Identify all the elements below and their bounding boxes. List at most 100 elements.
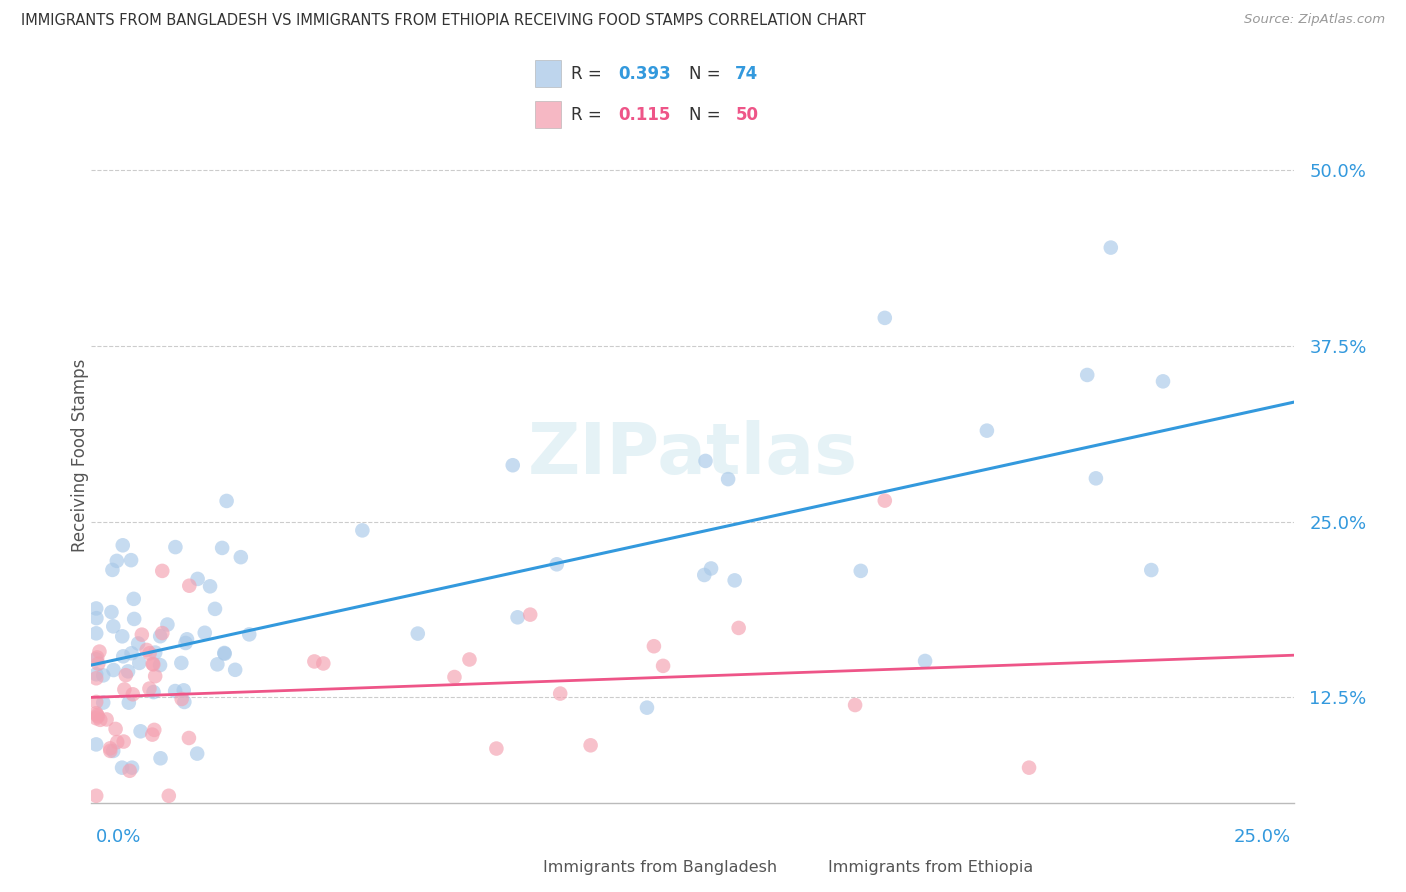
Point (173, 695, 195, 709)
Point (111, 761, 134, 775)
Text: R =: R = (571, 65, 607, 83)
Point (579, 739, 602, 753)
Point (84, 601, 107, 615)
Point (312, 657, 335, 671)
Point (112, 649, 135, 664)
Point (548, 687, 571, 701)
Point (114, 668, 136, 682)
Point (174, 636, 197, 650)
Point (194, 625, 217, 640)
Point (150, 626, 173, 640)
Point (695, 454, 717, 468)
Point (173, 683, 195, 698)
Point (100, 605, 122, 619)
Point (105, 735, 128, 749)
Point (104, 722, 127, 736)
Text: 0.115: 0.115 (619, 105, 671, 123)
Point (89, 644, 111, 658)
Point (138, 681, 160, 696)
Point (84, 738, 107, 752)
Point (506, 610, 529, 624)
Text: Immigrants from Ethiopia: Immigrants from Ethiopia (828, 861, 1033, 875)
Text: Immigrants from Bangladesh: Immigrants from Bangladesh (543, 861, 778, 875)
Point (546, 558, 568, 572)
Point (652, 658, 675, 673)
Point (135, 643, 157, 657)
Point (84, 667, 107, 681)
Point (176, 632, 198, 647)
Point (849, 564, 872, 578)
Point (143, 723, 166, 737)
Point (122, 591, 145, 606)
Text: R =: R = (571, 105, 607, 123)
Text: 50: 50 (735, 105, 758, 123)
Point (121, 761, 143, 775)
Point (186, 747, 208, 761)
Point (215, 494, 238, 508)
Point (211, 541, 233, 555)
Point (84, 789, 107, 803)
Point (117, 665, 139, 679)
Point (127, 636, 149, 650)
Point (519, 607, 541, 622)
Point (142, 685, 165, 699)
Point (238, 627, 260, 641)
Point (149, 658, 172, 673)
Point (87, 709, 110, 723)
Point (118, 696, 141, 710)
Point (111, 629, 134, 643)
Point (96, 713, 118, 727)
Point (86, 708, 108, 723)
Point (91, 696, 114, 710)
Point (643, 639, 665, 653)
Point (121, 646, 143, 660)
Point (727, 621, 749, 635)
Point (873, 493, 896, 508)
Point (214, 647, 236, 661)
Point (84, 671, 107, 685)
Text: 0.393: 0.393 (619, 65, 671, 83)
Point (131, 628, 153, 642)
Point (87, 657, 110, 671)
Text: 74: 74 (735, 65, 759, 83)
Point (84, 626, 107, 640)
Point (1076, 368, 1098, 382)
Point (128, 656, 150, 670)
Point (129, 724, 152, 739)
Point (229, 550, 252, 565)
Point (485, 741, 508, 756)
Point (976, 424, 998, 438)
Point (204, 602, 226, 616)
Point (844, 698, 866, 712)
Bar (536, 101, 561, 128)
Point (1018, 761, 1040, 775)
Point (143, 646, 166, 660)
Point (170, 692, 193, 706)
Point (149, 629, 172, 643)
Point (700, 561, 723, 575)
Point (156, 617, 179, 632)
Point (458, 652, 481, 666)
Text: Source: ZipAtlas.com: Source: ZipAtlas.com (1244, 13, 1385, 27)
Point (89, 713, 111, 727)
Point (693, 568, 716, 582)
Point (101, 563, 124, 577)
Point (142, 657, 165, 671)
Point (1152, 375, 1174, 389)
Point (86, 611, 108, 625)
Text: N =: N = (689, 105, 725, 123)
Point (138, 646, 160, 660)
Text: IMMIGRANTS FROM BANGLADESH VS IMMIGRANTS FROM ETHIOPIA RECEIVING FOOD STAMPS COR: IMMIGRANTS FROM BANGLADESH VS IMMIGRANTS… (21, 13, 866, 29)
Point (98, 741, 121, 756)
Point (1084, 471, 1107, 485)
Point (443, 670, 465, 684)
Point (121, 687, 143, 701)
Point (1099, 241, 1122, 255)
Text: 25.0%: 25.0% (1233, 828, 1291, 846)
Point (717, 472, 740, 486)
Text: ZIPatlas: ZIPatlas (527, 420, 858, 490)
Point (143, 669, 166, 683)
Point (165, 684, 187, 698)
Point (84, 711, 107, 725)
Point (224, 663, 246, 677)
